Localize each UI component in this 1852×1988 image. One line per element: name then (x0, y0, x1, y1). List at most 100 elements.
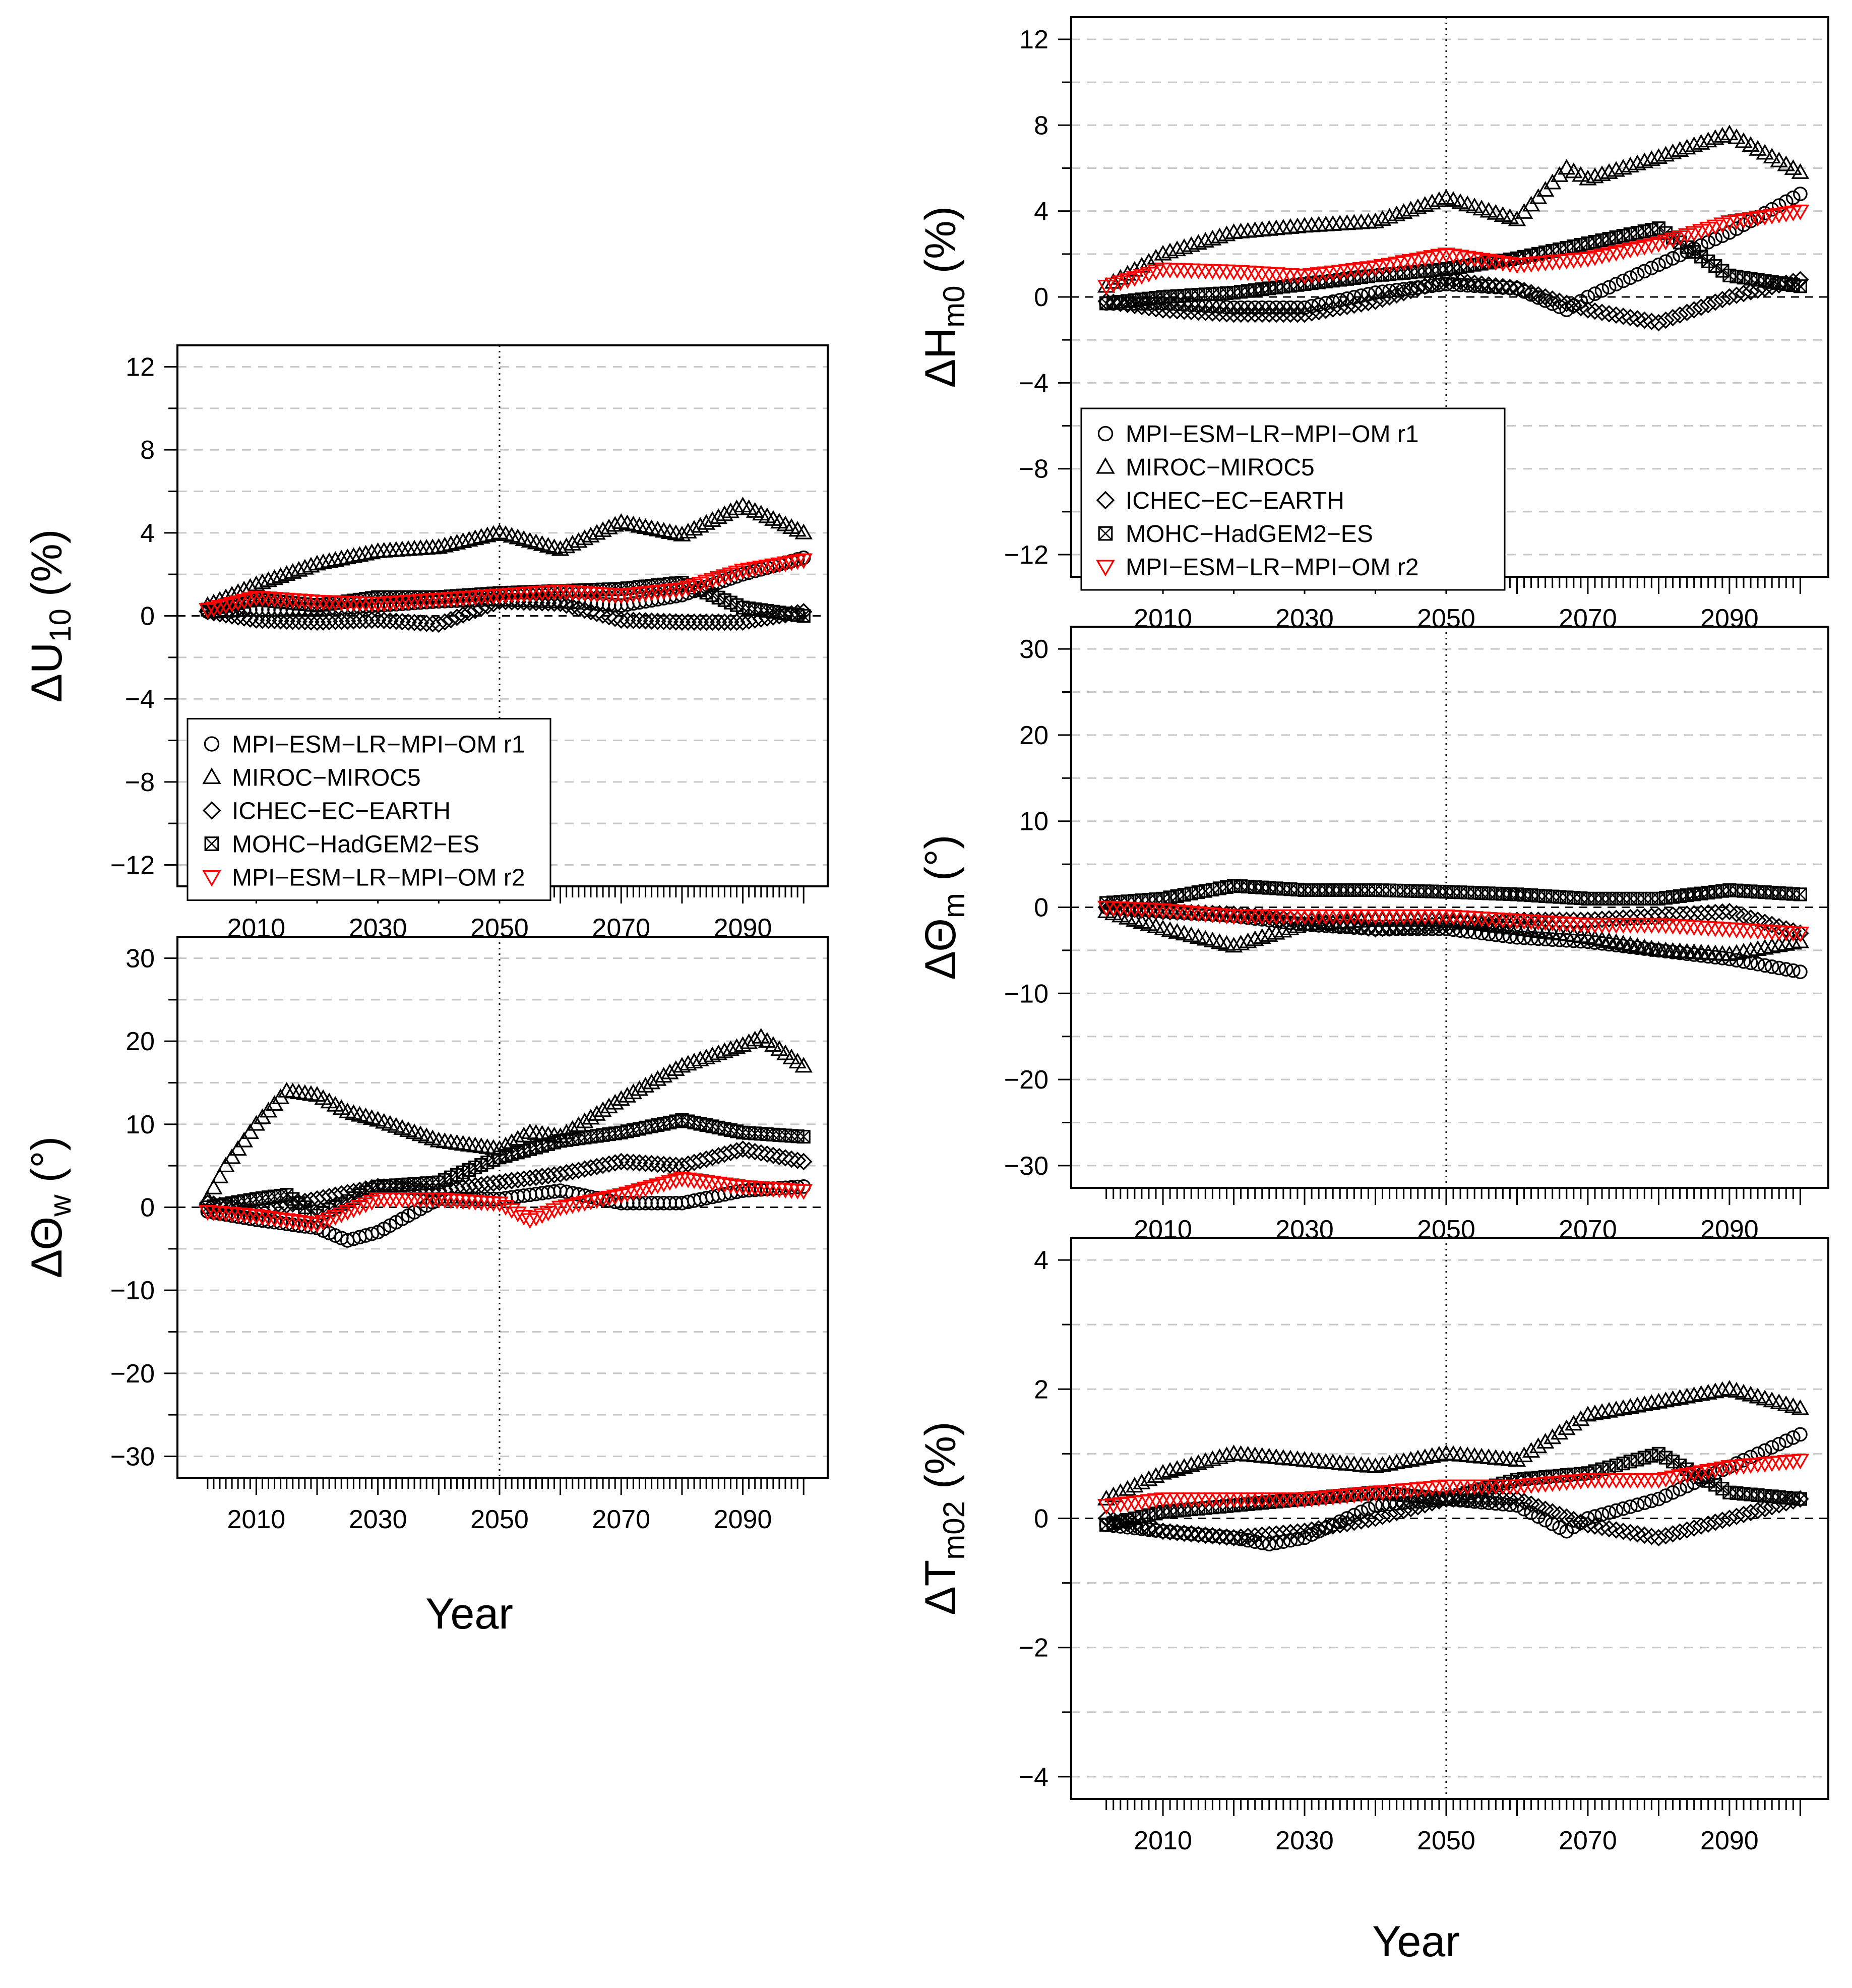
legend-marker (202, 767, 221, 785)
data-point (691, 1050, 709, 1067)
series-5 (1097, 900, 1810, 942)
data-point (1791, 1399, 1810, 1415)
y-tick-label: −30 (110, 1442, 155, 1472)
y-tick-label: 30 (1019, 635, 1048, 664)
data-point (1600, 1520, 1618, 1538)
y-tick-label: 12 (126, 352, 155, 382)
y-tick-label: 4 (140, 519, 155, 548)
data-point (350, 546, 369, 562)
data-point (1112, 1513, 1130, 1531)
data-point (411, 614, 429, 632)
data-point (1643, 313, 1660, 330)
data-point (794, 1057, 813, 1073)
data-point (1437, 916, 1455, 933)
data-point (649, 612, 666, 630)
data-point (564, 598, 582, 616)
data-point (1480, 1490, 1498, 1508)
data-point (600, 608, 618, 626)
data-point (1416, 196, 1434, 212)
data-point (1614, 1522, 1632, 1540)
data-point (1147, 1521, 1165, 1539)
data-point (1664, 906, 1682, 924)
legend-box (1080, 407, 1506, 591)
data-point (1623, 939, 1638, 954)
data-point (667, 613, 685, 631)
data-point (1720, 125, 1739, 141)
data-point (1651, 1491, 1666, 1507)
data-point (356, 545, 375, 561)
x-tick-label: 2090 (1700, 1826, 1759, 1855)
data-point (1331, 299, 1349, 317)
data-point (1345, 1513, 1363, 1531)
data-point (1373, 1456, 1392, 1472)
data-point (794, 553, 813, 569)
data-point (302, 1085, 320, 1101)
data-point (1472, 275, 1491, 293)
data-point (1196, 1452, 1215, 1468)
y-tick-label: 30 (126, 944, 155, 973)
data-point (691, 613, 709, 631)
data-point (1458, 251, 1476, 267)
data-point (472, 528, 490, 544)
data-point (1600, 910, 1618, 928)
data-point (1671, 141, 1689, 157)
legend-marker (204, 836, 219, 851)
y-tick-label: 12 (1019, 25, 1048, 54)
data-point (430, 615, 448, 633)
data-point (1203, 1450, 1222, 1466)
data-point (460, 531, 478, 547)
data-point (1715, 264, 1730, 278)
data-point (570, 599, 588, 617)
data-point (582, 1109, 600, 1125)
data-point (259, 1211, 278, 1227)
data-point (612, 611, 630, 629)
data-point (1360, 293, 1377, 312)
legend-label: MOHC−HadGEM2−ES (232, 831, 479, 858)
data-point (1395, 284, 1412, 302)
data-point (1260, 1526, 1278, 1543)
x-tick-label: 2050 (1417, 1826, 1475, 1855)
data-point (1770, 151, 1788, 167)
data-point (1190, 1526, 1207, 1543)
data-point (1508, 1451, 1526, 1467)
data-point (1224, 937, 1243, 953)
data-point (1657, 311, 1675, 329)
data-point (344, 547, 363, 563)
data-point (727, 1179, 746, 1195)
data-point (1565, 162, 1583, 178)
data-point (357, 612, 375, 629)
data-point (1543, 1428, 1562, 1444)
series-5 (1097, 1454, 1810, 1515)
data-point (1338, 297, 1356, 316)
legend-entry: MIROC−MIROC5 (202, 765, 421, 792)
data-point (1510, 930, 1524, 945)
data-point (1623, 270, 1638, 285)
data-point (697, 613, 715, 631)
data-point (1558, 1419, 1576, 1435)
data-point (1601, 280, 1617, 295)
data-point (1742, 136, 1760, 152)
data-point (1785, 190, 1801, 205)
data-point (1140, 1470, 1158, 1486)
data-point (478, 526, 497, 543)
data-point (1416, 917, 1434, 935)
data-point (1281, 910, 1300, 928)
data-point (721, 1040, 740, 1056)
legend-entry: MPI−ESM−LR−MPI−OM r2 (1096, 554, 1419, 581)
data-point (563, 534, 582, 551)
data-point (1616, 1501, 1631, 1516)
data-point (1749, 940, 1767, 956)
data-point (1241, 1533, 1255, 1548)
y-tick-label: 10 (126, 1110, 155, 1139)
data-point (1699, 1515, 1717, 1533)
data-point (770, 1148, 788, 1166)
data-point (619, 611, 636, 629)
data-point (1581, 891, 1595, 906)
data-point (1685, 1386, 1703, 1402)
data-point (1706, 1382, 1724, 1399)
legend-label: MPI−ESM−LR−MPI−OM r2 (232, 865, 525, 891)
data-point (1324, 300, 1342, 318)
data-point (1326, 883, 1340, 897)
data-point (1253, 1526, 1271, 1544)
